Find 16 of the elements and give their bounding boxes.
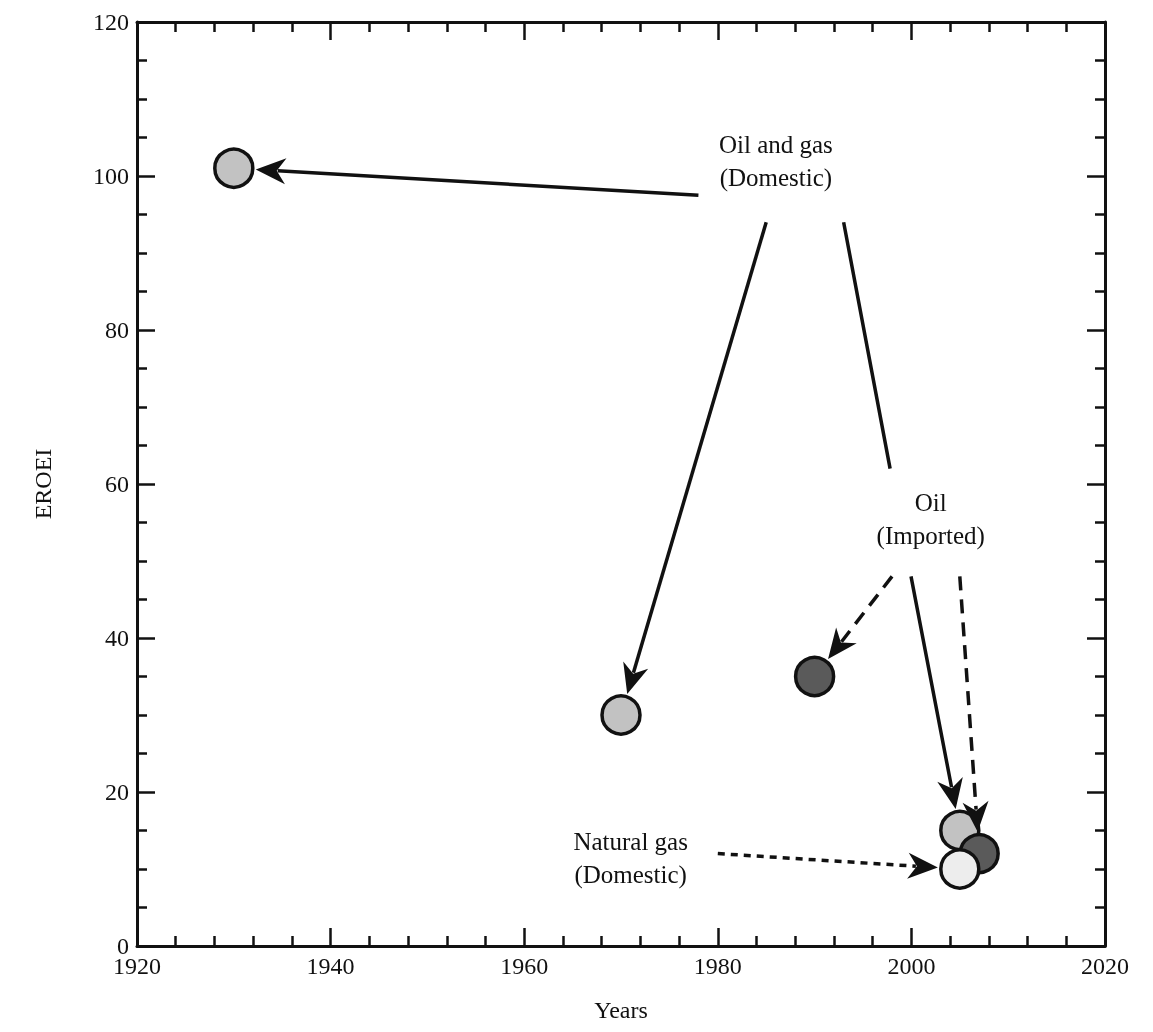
x-tick-label: 2020: [1081, 953, 1129, 979]
x-tick-label: 2000: [887, 953, 936, 979]
y-tick-label: 40: [105, 625, 129, 651]
x-tick-label: 1980: [693, 953, 742, 979]
y-tick-label: 60: [105, 471, 129, 497]
y-tick-label: 120: [93, 9, 129, 35]
annotation: Natural gas (Domestic): [573, 827, 688, 889]
x-tick-label: 1940: [306, 953, 355, 979]
x-axis-title: Years: [594, 997, 648, 1023]
annotation: Oil (Imported): [876, 488, 985, 550]
annotation: Oil and gas (Domestic): [718, 130, 833, 192]
y-tick-label: 80: [105, 317, 129, 343]
y-tick-label: 100: [93, 163, 129, 189]
y-axis-title: EROEI: [30, 448, 56, 520]
y-tick-label: 20: [105, 779, 129, 805]
x-tick-label: 1960: [500, 953, 549, 979]
